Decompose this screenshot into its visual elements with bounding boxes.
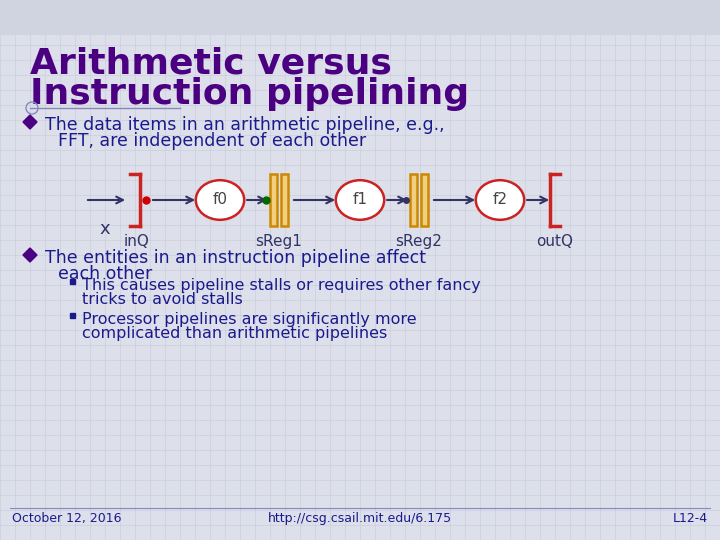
Polygon shape bbox=[23, 115, 37, 129]
Text: sReg2: sReg2 bbox=[395, 234, 442, 249]
Text: The entities in an instruction pipeline affect: The entities in an instruction pipeline … bbox=[45, 249, 426, 267]
Bar bbox=[410, 174, 417, 226]
Text: each other: each other bbox=[58, 265, 152, 283]
Bar bbox=[421, 174, 428, 226]
Text: Instruction pipelining: Instruction pipelining bbox=[30, 77, 469, 111]
Text: FFT, are independent of each other: FFT, are independent of each other bbox=[58, 132, 366, 150]
Text: f2: f2 bbox=[492, 192, 508, 207]
Text: f1: f1 bbox=[353, 192, 367, 207]
Text: complicated than arithmetic pipelines: complicated than arithmetic pipelines bbox=[82, 326, 387, 341]
Ellipse shape bbox=[196, 180, 244, 220]
Text: This causes pipeline stalls or requires other fancy: This causes pipeline stalls or requires … bbox=[82, 278, 481, 293]
Bar bbox=[281, 174, 288, 226]
Text: x: x bbox=[99, 220, 110, 238]
Bar bbox=[70, 279, 75, 284]
Text: L12-4: L12-4 bbox=[673, 512, 708, 525]
Text: http://csg.csail.mit.edu/6.175: http://csg.csail.mit.edu/6.175 bbox=[268, 512, 452, 525]
Text: outQ: outQ bbox=[536, 234, 574, 249]
Polygon shape bbox=[23, 248, 37, 262]
Text: The data items in an arithmetic pipeline, e.g.,: The data items in an arithmetic pipeline… bbox=[45, 116, 445, 134]
Text: inQ: inQ bbox=[124, 234, 150, 249]
Ellipse shape bbox=[336, 180, 384, 220]
Ellipse shape bbox=[476, 180, 524, 220]
Text: Processor pipelines are significantly more: Processor pipelines are significantly mo… bbox=[82, 312, 417, 327]
Text: sReg1: sReg1 bbox=[256, 234, 302, 249]
Bar bbox=[0, 0, 720, 35]
Bar bbox=[70, 313, 75, 318]
Text: Arithmetic versus: Arithmetic versus bbox=[30, 47, 392, 81]
Text: tricks to avoid stalls: tricks to avoid stalls bbox=[82, 292, 243, 307]
Text: f0: f0 bbox=[212, 192, 228, 207]
Text: October 12, 2016: October 12, 2016 bbox=[12, 512, 122, 525]
Bar bbox=[270, 174, 277, 226]
